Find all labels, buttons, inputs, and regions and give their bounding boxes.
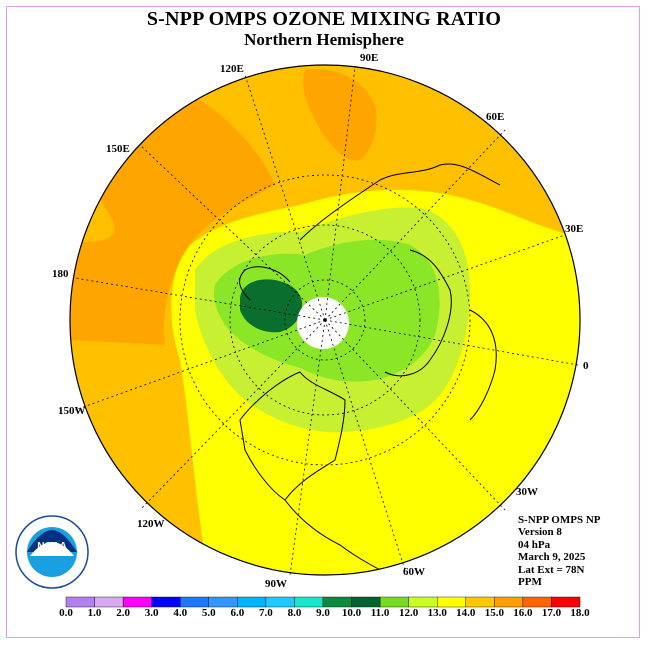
colorbar-tick-label: 2.0 — [116, 607, 130, 619]
colorbar-tick-label: 8.0 — [287, 607, 302, 619]
colorbar-swatch — [379, 596, 409, 608]
map-boundary — [69, 64, 581, 576]
lat-circle — [229, 224, 421, 416]
lon-label-120w: 120W — [137, 518, 165, 530]
colorbar-tick-label: 16.0 — [513, 607, 533, 619]
lon-label-30e: 30E — [565, 223, 584, 235]
lon-label-30w: 30W — [516, 486, 538, 498]
graticule — [74, 66, 579, 576]
lon-label-150w: 150W — [58, 405, 86, 417]
colorbar-swatch — [551, 596, 581, 608]
colorbar-tick-label: 7.0 — [259, 607, 273, 619]
colorbar-tick-label: 5.0 — [201, 607, 216, 619]
ozone-field — [70, 65, 580, 575]
colorbar-swatch — [151, 596, 181, 608]
colorbar-swatch — [294, 596, 324, 608]
info-line-lat-ext: Lat Ext = 78N — [518, 563, 585, 576]
lon-label-120e: 120E — [220, 63, 244, 75]
noaa-logo-text: NOAA — [37, 541, 66, 552]
colorbar-tick-label: 12.0 — [399, 607, 419, 619]
info-line-version: Version 8 — [518, 526, 562, 539]
info-line-instrument: S-NPP OMPS NP — [518, 514, 601, 526]
colorbar — [65, 596, 581, 608]
colorbar-swatch — [322, 596, 352, 608]
noaa-logo: NOAA — [15, 515, 89, 589]
map-title: S-NPP OMPS OZONE MIXING RATIO — [146, 8, 502, 30]
info-line-date: March 9, 2025 — [518, 551, 586, 564]
colorbar-tick-label: 10.0 — [341, 607, 362, 619]
info-line-pressure: 04 hPa — [518, 538, 551, 551]
colorbar-tick-label: 18.0 — [570, 607, 590, 619]
colorbar-tick-label: 15.0 — [484, 607, 504, 619]
colorbar-tick-label: 6.0 — [230, 607, 245, 619]
colorbar-swatch — [265, 596, 295, 608]
colorbar-tick-label: 3.0 — [144, 607, 159, 619]
colorbar-tick-label: 1.0 — [87, 607, 102, 619]
colorbar-swatch — [351, 596, 381, 608]
colorbar-swatch — [465, 596, 495, 608]
colorbar-tick-label: 9.0 — [316, 607, 330, 619]
colorbar-swatch — [65, 596, 95, 608]
plot-frame — [6, 6, 640, 638]
colorbar-tick-label: 13.0 — [427, 607, 447, 619]
colorbar-swatch — [237, 596, 267, 608]
meridian — [324, 319, 506, 511]
colorbar-swatch — [208, 596, 238, 608]
lon-label-60e: 60E — [486, 111, 505, 123]
lon-label-90w: 90W — [265, 578, 287, 590]
map-subtitle: Northern Hemisphere — [244, 30, 404, 49]
colorbar-swatch — [437, 596, 466, 608]
colorbar-swatch — [494, 596, 524, 608]
field-green-dark — [240, 279, 303, 333]
colorbar-tick-label: 14.0 — [456, 607, 476, 619]
coastlines — [239, 163, 501, 575]
pole-hole — [297, 297, 349, 349]
colorbar-swatch — [522, 596, 552, 608]
lon-label-90e: 90E — [360, 52, 379, 64]
colorbar-tick-label: 4.0 — [173, 607, 188, 619]
lon-label-150e: 150E — [106, 143, 130, 155]
colorbar-swatch — [180, 596, 209, 608]
info-block: S-NPP OMPS NP Version 8 04 hPa March 9, … — [518, 514, 601, 588]
lat-circle — [284, 279, 366, 361]
colorbar-tick-label: 11.0 — [370, 607, 390, 619]
info-line-units: PPM — [518, 576, 542, 589]
lon-label-180: 180 — [52, 268, 69, 280]
meridian — [74, 277, 326, 321]
lat-circle — [179, 174, 471, 466]
colorbar-tick-label: 0.0 — [59, 607, 73, 619]
lon-label-0: 0 — [583, 360, 589, 372]
colorbar-swatch — [94, 596, 124, 608]
meridian — [324, 319, 406, 571]
colorbar-tick-label: 17.0 — [541, 607, 562, 619]
colorbar-swatch — [408, 596, 438, 608]
field-orange-top — [303, 69, 377, 161]
lon-label-60w: 60W — [403, 566, 425, 578]
meridian — [74, 319, 326, 411]
meridian — [139, 319, 326, 511]
meridian — [324, 129, 506, 321]
colorbar-swatch — [122, 596, 152, 608]
